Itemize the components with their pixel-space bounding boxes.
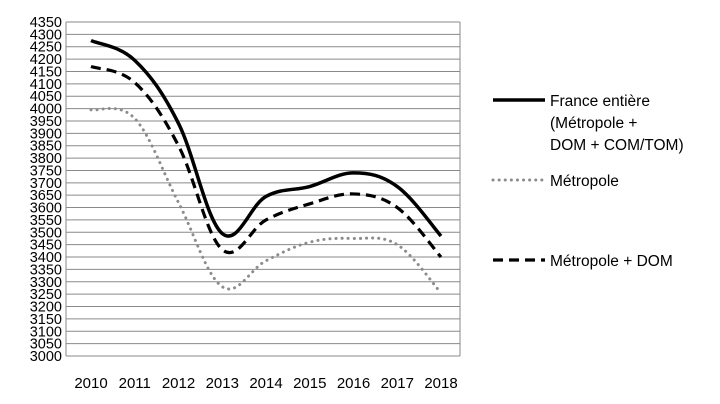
y-tick-label: 3050 xyxy=(30,337,62,353)
y-tick-label: 3700 xyxy=(30,176,62,192)
series-line-1 xyxy=(89,106,443,295)
y-tick-label: 3850 xyxy=(30,139,62,155)
y-tick-label: 4000 xyxy=(30,102,62,118)
y-tick-label: 4100 xyxy=(30,77,62,93)
y-tick-label: 4200 xyxy=(30,52,62,68)
y-tick-label: 3900 xyxy=(30,126,62,142)
y-tick-label: 3600 xyxy=(30,201,62,217)
y-tick-label: 4250 xyxy=(30,40,62,56)
y-tick-label: 3500 xyxy=(30,225,62,241)
y-tick-label: 3350 xyxy=(30,262,62,278)
legend-label: France entière xyxy=(550,93,650,110)
series-line-2 xyxy=(90,64,443,259)
series-lines xyxy=(89,38,443,295)
y-axis-tick-labels: 3000305031003150320032503300335034003450… xyxy=(30,15,62,365)
legend-label: Métropole xyxy=(550,173,619,190)
y-tick-label: 3550 xyxy=(30,213,62,229)
x-tick-label: 2012 xyxy=(162,375,195,392)
legend-label: Métropole + DOM xyxy=(550,253,673,270)
y-tick-label: 4350 xyxy=(30,15,62,31)
legend-label: DOM + COM/TOM) xyxy=(550,137,684,154)
x-tick-label: 2018 xyxy=(424,375,457,392)
y-tick-label: 3450 xyxy=(30,238,62,254)
y-tick-label: 4300 xyxy=(30,27,62,43)
y-tick-label: 3950 xyxy=(30,114,62,130)
gridlines xyxy=(65,21,461,357)
x-tick-label: 2015 xyxy=(293,375,326,392)
x-tick-label: 2014 xyxy=(249,375,282,392)
y-tick-label: 4050 xyxy=(30,89,62,105)
y-tick-label: 3800 xyxy=(30,151,62,167)
legend-label: (Métropole + xyxy=(550,115,637,132)
y-tick-label: 3100 xyxy=(30,324,62,340)
series-line-0 xyxy=(90,38,443,238)
y-tick-label: 3000 xyxy=(30,349,62,365)
x-tick-label: 2017 xyxy=(381,375,414,392)
y-tick-label: 3150 xyxy=(30,312,62,328)
y-tick-label: 3300 xyxy=(30,275,62,291)
legend: France entière (Métropole + DOM + COM/TOM)… xyxy=(491,93,684,270)
y-tick-label: 3650 xyxy=(30,188,62,204)
y-tick-label: 3750 xyxy=(30,163,62,179)
x-tick-label: 2011 xyxy=(119,375,151,392)
x-tick-label: 2013 xyxy=(206,375,239,392)
y-tick-label: 3250 xyxy=(30,287,62,303)
x-tick-label: 2016 xyxy=(337,375,370,392)
x-tick-label: 2010 xyxy=(74,375,107,392)
y-tick-label: 3200 xyxy=(30,300,62,316)
y-tick-label: 3400 xyxy=(30,250,62,266)
x-axis-tick-labels: 2010 2011 2012 2013 2014 2015 2016 2017 2018 xyxy=(74,375,457,392)
y-tick-label: 4150 xyxy=(30,64,62,80)
